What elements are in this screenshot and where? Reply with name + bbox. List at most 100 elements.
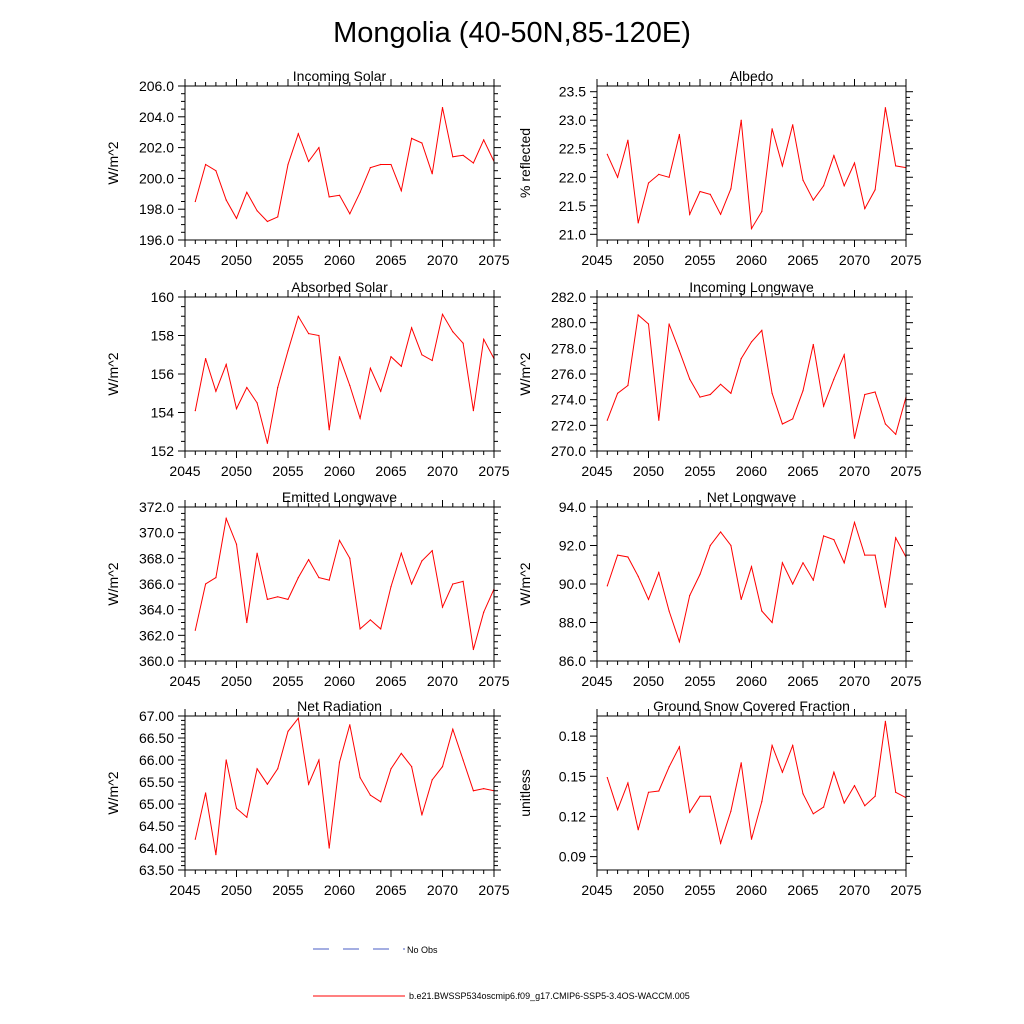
x-tick-label: 2050 bbox=[633, 882, 664, 898]
y-tick-label: 272.0 bbox=[551, 417, 586, 433]
x-tick-label: 2055 bbox=[272, 463, 303, 479]
data-point bbox=[380, 163, 382, 166]
data-point bbox=[235, 807, 238, 810]
data-point bbox=[823, 405, 825, 407]
data-point bbox=[400, 752, 402, 755]
data-point bbox=[287, 598, 289, 601]
series-line bbox=[606, 107, 907, 231]
data-point bbox=[864, 554, 866, 556]
data-point bbox=[441, 107, 444, 109]
y-tick-label: 67.00 bbox=[139, 708, 174, 724]
data-point bbox=[833, 771, 835, 773]
series-line bbox=[194, 107, 495, 223]
y-tick-label: 92.0 bbox=[559, 538, 586, 554]
data-point bbox=[194, 200, 196, 203]
data-point bbox=[668, 323, 670, 325]
y-axis-label: W/m^2 bbox=[517, 562, 533, 605]
data-point bbox=[895, 165, 897, 167]
y-tick-label: 276.0 bbox=[551, 366, 586, 382]
data-point bbox=[658, 419, 660, 421]
panel-absorbed-solar: Absorbed Solar W/m^2 2045 2050 2055 2060 2065 2… bbox=[105, 279, 510, 479]
data-point bbox=[266, 442, 268, 444]
data-point bbox=[853, 437, 856, 439]
x-tick-label: 2075 bbox=[478, 673, 509, 689]
x-tick-label: 2045 bbox=[581, 882, 612, 898]
data-point bbox=[823, 806, 825, 808]
data-point bbox=[411, 327, 413, 329]
data-point bbox=[709, 544, 711, 547]
y-tick-label: 372.0 bbox=[139, 499, 174, 515]
x-tick-label: 2075 bbox=[478, 882, 509, 898]
data-point bbox=[462, 342, 464, 344]
figure-title: Mongolia (40-50N,85-120E) bbox=[333, 17, 691, 49]
data-point bbox=[668, 610, 670, 612]
data-point bbox=[812, 199, 814, 201]
data-point bbox=[617, 392, 619, 394]
data-point bbox=[256, 552, 258, 554]
y-tick-label: 0.18 bbox=[559, 728, 586, 744]
y-tick-label: 66.50 bbox=[139, 730, 174, 746]
data-point bbox=[740, 598, 742, 601]
y-tick-label: 88.0 bbox=[559, 615, 586, 631]
y-tick-label: 366.0 bbox=[139, 576, 174, 592]
data-point bbox=[761, 210, 763, 213]
data-point bbox=[606, 777, 608, 779]
data-point bbox=[359, 191, 361, 193]
data-point bbox=[812, 343, 814, 346]
data-point bbox=[462, 580, 464, 583]
x-tick-label: 2055 bbox=[272, 673, 303, 689]
data-point bbox=[689, 594, 691, 597]
series-line bbox=[606, 520, 907, 644]
data-point bbox=[215, 390, 217, 392]
data-point bbox=[338, 356, 341, 358]
data-point bbox=[606, 419, 608, 421]
data-point bbox=[369, 367, 371, 369]
x-tick-label: 2060 bbox=[324, 882, 355, 898]
y-tick-label: 0.12 bbox=[559, 808, 586, 824]
panel-title: Incoming Solar bbox=[293, 68, 387, 84]
data-point bbox=[843, 562, 845, 564]
data-point bbox=[349, 213, 351, 215]
y-tick-label: 65.50 bbox=[139, 774, 174, 790]
data-point bbox=[462, 154, 464, 156]
x-tick-label: 2050 bbox=[633, 673, 664, 689]
data-point bbox=[709, 795, 711, 797]
panel-title: Absorbed Solar bbox=[291, 279, 388, 295]
x-tick-label: 2075 bbox=[890, 252, 921, 268]
data-point bbox=[318, 759, 320, 761]
data-point bbox=[308, 783, 310, 785]
data-point bbox=[781, 562, 784, 564]
data-point bbox=[431, 550, 433, 552]
plot-frame bbox=[184, 506, 495, 662]
x-tick-label: 2070 bbox=[427, 673, 458, 689]
data-point bbox=[380, 801, 382, 803]
data-point bbox=[884, 107, 887, 109]
y-tick-label: 154 bbox=[151, 405, 175, 421]
x-tick-label: 2050 bbox=[221, 673, 252, 689]
data-point bbox=[287, 730, 289, 733]
x-tick-label: 2045 bbox=[581, 463, 612, 479]
data-point bbox=[215, 170, 217, 172]
x-tick-label: 2070 bbox=[427, 463, 458, 479]
data-point bbox=[225, 199, 227, 201]
data-point bbox=[637, 575, 639, 577]
y-tick-label: 23.0 bbox=[559, 112, 586, 128]
data-point bbox=[297, 133, 299, 135]
data-point bbox=[802, 793, 804, 795]
data-point bbox=[205, 163, 207, 166]
data-point bbox=[225, 517, 227, 520]
data-point bbox=[617, 176, 619, 178]
y-tick-label: 200.0 bbox=[139, 170, 174, 186]
data-point bbox=[411, 583, 413, 585]
legend-obs-label: No Obs bbox=[407, 945, 438, 955]
data-point bbox=[637, 222, 639, 224]
data-point bbox=[792, 124, 794, 126]
data-point bbox=[627, 384, 629, 387]
data-point bbox=[328, 579, 330, 581]
x-tick-label: 2075 bbox=[890, 463, 921, 479]
data-point bbox=[709, 393, 711, 396]
y-tick-label: 274.0 bbox=[551, 392, 586, 408]
data-point bbox=[441, 766, 444, 768]
x-tick-label: 2055 bbox=[684, 882, 715, 898]
